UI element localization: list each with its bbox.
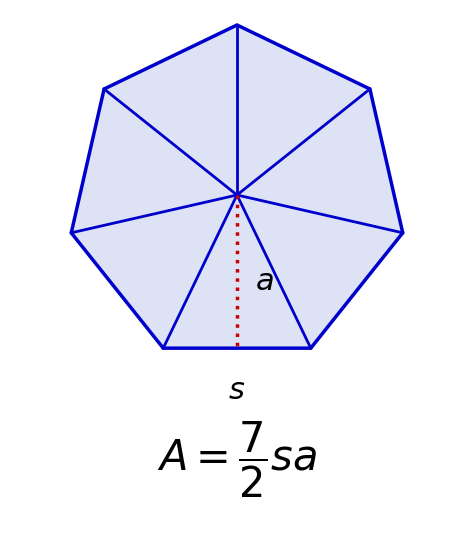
- Polygon shape: [71, 25, 403, 348]
- Text: $a$: $a$: [255, 267, 273, 296]
- Text: $s$: $s$: [228, 376, 246, 405]
- Text: $A = \dfrac{7}{2}sa$: $A = \dfrac{7}{2}sa$: [157, 420, 317, 500]
